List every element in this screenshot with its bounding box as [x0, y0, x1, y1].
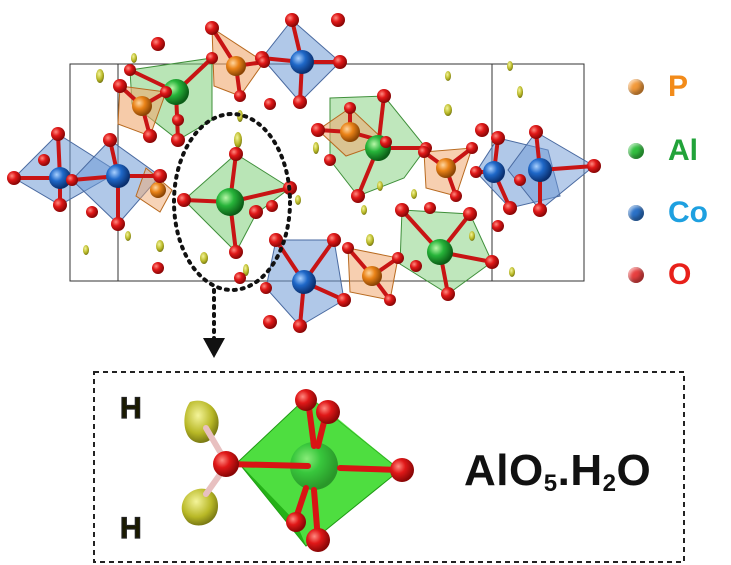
- legend-item-o: O: [628, 260, 691, 290]
- aluminum-dot-icon: [628, 143, 644, 159]
- phosphorus-dot-icon: [628, 79, 644, 95]
- hydrogen-label-bottom: H: [119, 511, 142, 545]
- legend-item-p: P: [628, 72, 688, 102]
- oxygen-dot-icon: [628, 267, 644, 283]
- legend-label-al: Al: [668, 134, 698, 167]
- legend-label-p: P: [668, 70, 689, 103]
- hydrogen-density-blobs: [83, 53, 523, 277]
- cobalt-dot-icon: [628, 205, 644, 221]
- legend-label-o: O: [668, 258, 692, 291]
- cobalt-atoms: [49, 50, 552, 294]
- formula-mid: .H: [557, 446, 603, 495]
- legend-label-co: Co: [668, 196, 708, 229]
- formula-label: AlO5.H2O: [464, 446, 651, 498]
- formula-main: AlO: [464, 446, 544, 495]
- formula-sub1: 5: [543, 470, 558, 497]
- formula-sub2: 2: [602, 470, 617, 497]
- highlight-ellipse: [172, 112, 292, 292]
- aluminum-atoms: [163, 79, 453, 265]
- phosphorus-atoms: [132, 56, 456, 286]
- legend-item-al: Al: [628, 136, 698, 166]
- oxygen-atoms: [7, 13, 601, 333]
- legend-item-co: Co: [628, 198, 708, 228]
- inset-box: [93, 371, 685, 563]
- zoom-arrow: [203, 288, 225, 358]
- formula-end: O: [616, 446, 652, 495]
- inset-oxygen-atoms: [213, 389, 414, 552]
- hydrogen-label-top: H: [119, 391, 142, 425]
